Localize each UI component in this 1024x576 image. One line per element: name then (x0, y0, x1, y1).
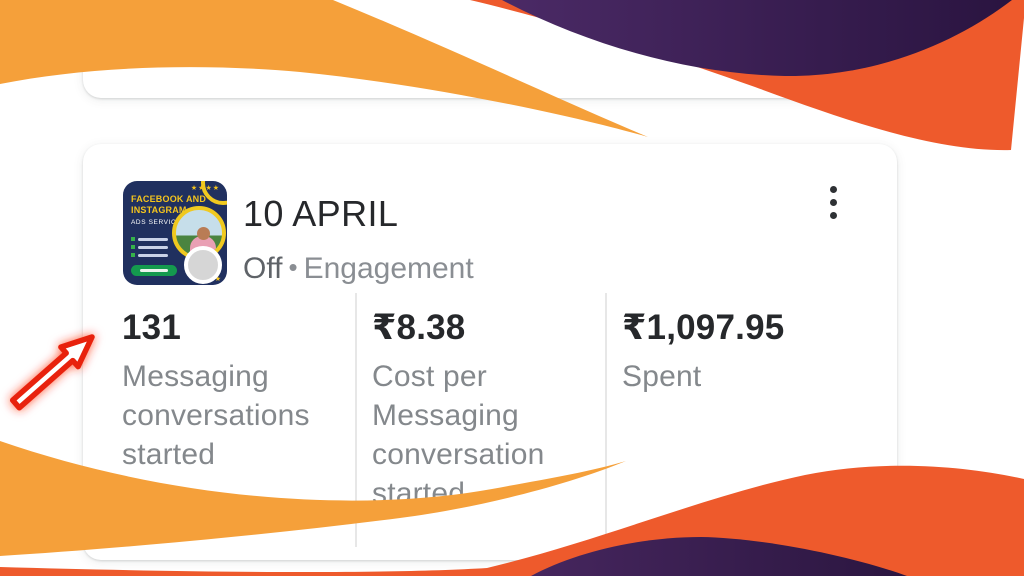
stars-decoration: ★★★★ (190, 185, 220, 192)
thumbnail-text-line1: FACEBOOK AND (131, 194, 207, 204)
separator-dot: • (288, 252, 298, 282)
metric-spent: ₹1,097.95 Spent (622, 308, 884, 396)
thumbnail-green-badge (131, 265, 177, 276)
metric-cost-per-conversation: ₹8.38 Cost per Messaging conversation st… (372, 308, 588, 513)
campaign-status-line: Off • Engagement (243, 250, 474, 286)
objective-label: Engagement (303, 252, 474, 285)
metric-value: ₹1,097.95 (622, 308, 785, 347)
metric-label: Messaging conversations started (122, 360, 310, 471)
metric-value: 131 (122, 308, 181, 347)
metric-label: Spent (622, 360, 702, 393)
person-head (197, 227, 210, 240)
campaign-card[interactable]: ★★★★ FACEBOOK AND INSTAGRAM ADS SERVICE … (83, 144, 897, 560)
more-options-kebab-icon[interactable] (817, 178, 849, 226)
previous-campaign-card-edge (83, 0, 897, 98)
campaign-toggle-off[interactable] (184, 246, 222, 284)
thumbnail-text-line2: INSTAGRAM (131, 205, 187, 215)
ad-thumbnail[interactable]: ★★★★ FACEBOOK AND INSTAGRAM ADS SERVICE … (123, 181, 227, 285)
campaign-title: 10 APRIL (243, 193, 399, 234)
thumbnail-text-line3: ADS SERVICE (131, 219, 182, 226)
metric-messaging-conversations: 131 Messaging conversations started (122, 308, 334, 474)
annotation-arrow-icon (9, 334, 95, 411)
metric-divider (605, 293, 607, 547)
metric-divider (355, 293, 357, 547)
status-off-label: Off (243, 252, 283, 285)
metric-value: ₹8.38 (372, 308, 466, 347)
metric-label: Cost per Messaging conversation started (372, 360, 545, 510)
thumbnail-ring-decoration (201, 181, 227, 205)
